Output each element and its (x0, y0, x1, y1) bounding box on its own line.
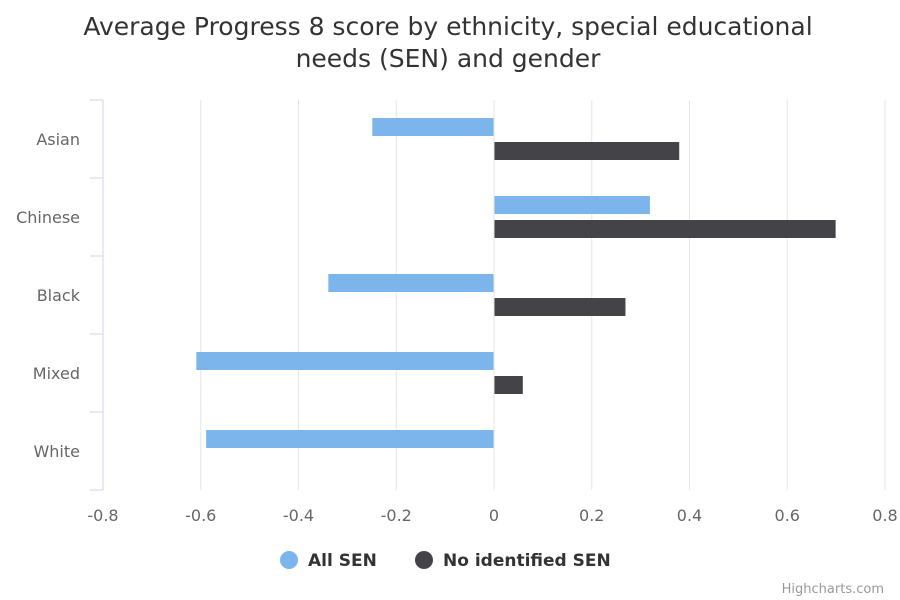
gridlines (200, 100, 886, 490)
legend-item-all-sen[interactable]: All SEN (280, 551, 377, 571)
x-tick-label: -0.2 (381, 506, 412, 525)
x-tick-label: -0.6 (185, 506, 216, 525)
legend-label-all-sen: All SEN (308, 551, 377, 571)
x-tick-label: -0.4 (283, 506, 314, 525)
value-axis: -0.8 -0.6 -0.4 -0.2 0 0.2 0.4 0.6 0.8 (87, 506, 897, 525)
legend-marker-no-identified-sen (415, 551, 433, 569)
legend-marker-all-sen (280, 551, 298, 569)
bar-all-sen-black[interactable] (328, 274, 494, 292)
x-tick-label: 0.6 (775, 506, 800, 525)
chart-title-line-2: needs (SEN) and gender (296, 44, 602, 73)
x-tick-label: 0 (489, 506, 499, 525)
bar-no-identified-sen-chinese[interactable] (494, 220, 836, 238)
category-label-asian: Asian (36, 130, 80, 149)
x-tick-label: 0.2 (579, 506, 604, 525)
credits-link[interactable]: Highcharts.com (782, 582, 884, 597)
bar-all-sen-white[interactable] (206, 430, 494, 448)
bar-all-sen-mixed[interactable] (196, 352, 494, 370)
bar-no-identified-sen-mixed[interactable] (494, 376, 523, 394)
bar-no-identified-sen-asian[interactable] (494, 142, 680, 160)
legend-label-no-identified-sen: No identified SEN (443, 551, 611, 571)
category-label-black: Black (37, 286, 81, 305)
chart-title-line-1: Average Progress 8 score by ethnicity, s… (83, 12, 812, 41)
category-label-chinese: Chinese (16, 208, 80, 227)
legend-item-no-identified-sen[interactable]: No identified SEN (415, 551, 611, 571)
category-label-white: White (33, 442, 80, 461)
category-label-mixed: Mixed (33, 364, 80, 383)
legend: All SEN No identified SEN (280, 551, 611, 571)
x-tick-label: 0.4 (677, 506, 702, 525)
category-axis: Asian Chinese Black Mixed White (16, 99, 104, 491)
bars (196, 118, 836, 448)
x-tick-label: 0.8 (872, 506, 897, 525)
bar-all-sen-asian[interactable] (372, 118, 494, 136)
x-tick-label: -0.8 (87, 506, 118, 525)
bar-all-sen-chinese[interactable] (494, 196, 650, 214)
bar-no-identified-sen-black[interactable] (494, 298, 626, 316)
